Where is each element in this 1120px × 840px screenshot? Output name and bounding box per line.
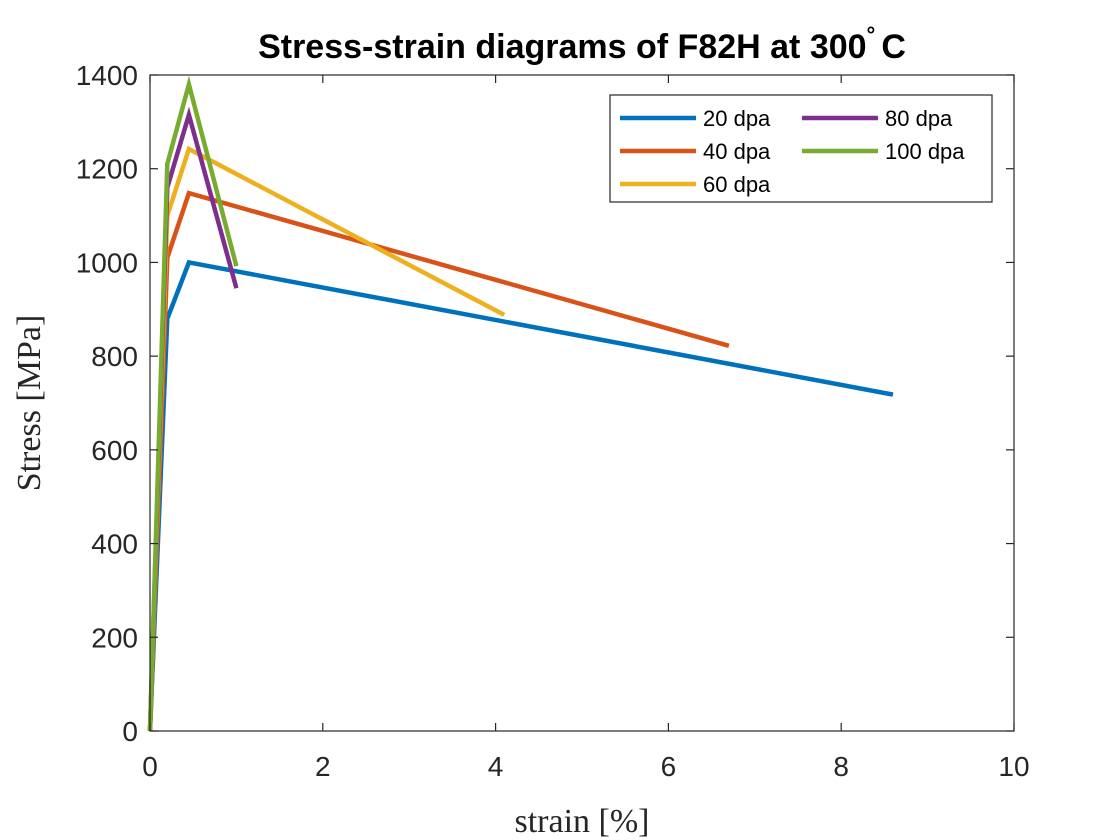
legend-label-3: 80 dpa — [885, 106, 953, 131]
x-axis-label: strain [%] — [514, 803, 649, 840]
series-line-1 — [147, 190, 730, 732]
x-tick-label: 6 — [661, 751, 677, 782]
series-line-2 — [147, 145, 506, 732]
y-tick-label: 0 — [122, 716, 138, 747]
y-tick-label: 600 — [91, 435, 138, 466]
y-axis-label: Stress [MPa] — [11, 315, 48, 492]
legend-label-1: 40 dpa — [703, 139, 771, 164]
chart-title-unit: C — [881, 28, 906, 66]
x-tick-label: 10 — [998, 751, 1029, 782]
series-layer — [147, 75, 894, 732]
legend-label-0: 20 dpa — [703, 106, 771, 131]
x-tick-label: 2 — [315, 751, 331, 782]
y-tick-label: 1200 — [76, 154, 138, 185]
x-tick-label: 4 — [488, 751, 504, 782]
y-tick-label: 1400 — [76, 60, 138, 91]
y-tick-label: 200 — [91, 622, 138, 653]
chart-title: Stress-strain diagrams of F82H at 300° C — [258, 22, 906, 66]
axis-ticks: 0 2 4 6 8 10 0 200 400 600 800 1000 1200 1400 — [76, 60, 1030, 782]
chart-title-degree: ° — [867, 22, 876, 47]
series-line-4 — [147, 75, 239, 732]
y-tick-label: 800 — [91, 341, 138, 372]
x-tick-label: 8 — [833, 751, 849, 782]
plot-area-frame — [149, 74, 1015, 732]
legend-label-4: 100 dpa — [885, 139, 965, 164]
y-tick-label: 400 — [91, 529, 138, 560]
y-tick-label: 1000 — [76, 247, 138, 278]
x-tick-label: 0 — [142, 751, 158, 782]
chart-title-main: Stress-strain diagrams of F82H at 300 — [258, 28, 866, 66]
legend-label-2: 60 dpa — [703, 172, 771, 197]
series-line-0 — [147, 259, 894, 732]
legend: 20 dpa 40 dpa 60 dpa 80 dpa 100 dpa — [609, 94, 993, 203]
